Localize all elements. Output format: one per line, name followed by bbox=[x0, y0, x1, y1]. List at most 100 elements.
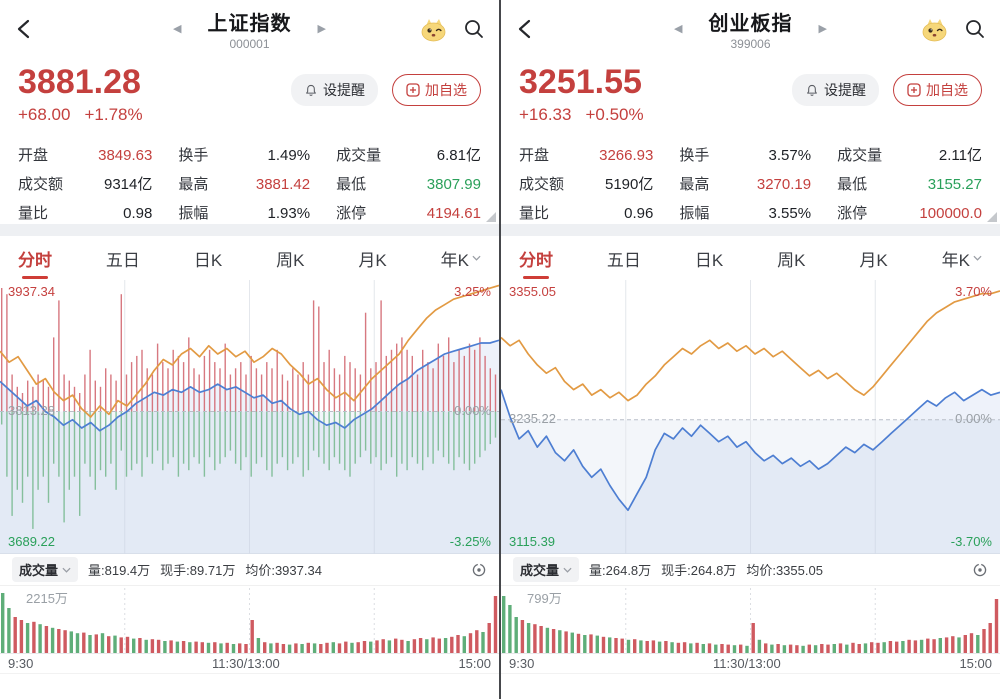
stat-value: 3881.42 bbox=[255, 176, 311, 193]
settings-icon[interactable] bbox=[972, 562, 988, 578]
mascot-icon[interactable] bbox=[921, 17, 948, 42]
stat-item: 成交额 5190亿 bbox=[519, 173, 653, 194]
tab-label: 五日 bbox=[105, 250, 140, 270]
stat-item: 最低 3155.27 bbox=[837, 173, 982, 194]
stat-label: 最高 bbox=[679, 176, 710, 193]
stat-label: 最低 bbox=[336, 176, 367, 193]
volume-legend: 成交量 量:819.4万 现手:89.71万 均价:3937.34 bbox=[0, 554, 499, 586]
legend-volume: 量:819.4万 bbox=[88, 563, 151, 578]
price-change: +16.33 +0.50% bbox=[519, 105, 658, 125]
price-change: +68.00 +1.78% bbox=[18, 105, 157, 125]
tab-label: 年K bbox=[941, 250, 970, 270]
stat-label: 成交额 bbox=[18, 176, 64, 193]
stat-label: 最低 bbox=[837, 176, 868, 193]
search-icon[interactable] bbox=[463, 18, 485, 40]
chart-period-tabs: 分时 五日 日K 周K 月K 年K bbox=[0, 236, 499, 280]
mascot-icon[interactable] bbox=[420, 17, 447, 42]
stat-item: 成交量 6.81亿 bbox=[336, 144, 481, 165]
stat-label: 量比 bbox=[519, 205, 550, 222]
stat-item: 最高 3881.42 bbox=[178, 173, 310, 194]
chevron-down-icon bbox=[472, 255, 481, 261]
stat-value: 0.98 bbox=[123, 205, 153, 222]
tab-月K[interactable]: 月K bbox=[358, 240, 386, 277]
stat-item: 最低 3807.99 bbox=[336, 173, 481, 194]
chart-low-label: 3689.22 bbox=[8, 534, 55, 549]
stat-label: 开盘 bbox=[18, 147, 49, 164]
stat-label: 振幅 bbox=[679, 205, 710, 222]
panel-header: ◀ 上证指数 000001 ▶ bbox=[0, 0, 499, 58]
intraday-chart[interactable]: 3355.05 3.70% 3235.22 0.00% 3115.39 -3.7… bbox=[501, 280, 1000, 554]
time-axis: 9:30 11:30/13:00 15:00 bbox=[501, 654, 1000, 674]
tab-月K[interactable]: 月K bbox=[859, 240, 887, 277]
chart-high-label: 3355.05 bbox=[509, 284, 556, 299]
stat-value: 3155.27 bbox=[927, 176, 982, 193]
expand-stats-handle[interactable] bbox=[987, 212, 997, 222]
chart-period-tabs: 分时 五日 日K 周K 月K 年K bbox=[501, 236, 1000, 280]
add-watchlist-button[interactable]: 加自选 bbox=[392, 74, 481, 106]
chevron-down-icon bbox=[563, 567, 572, 573]
search-icon[interactable] bbox=[964, 18, 986, 40]
page-title: 创业板指 bbox=[708, 13, 793, 35]
volume-max-label: 799万 bbox=[527, 591, 562, 606]
volume-max-label: 2215万 bbox=[26, 591, 68, 606]
tab-日K[interactable]: 日K bbox=[194, 240, 222, 277]
legend-current-hands: 现手:264.8万 bbox=[661, 563, 737, 578]
tab-日K[interactable]: 日K bbox=[695, 240, 723, 277]
stat-label: 成交额 bbox=[519, 176, 565, 193]
current-price: 3881.28 bbox=[18, 63, 141, 101]
chevron-down-icon bbox=[973, 255, 982, 261]
stats-grid: 开盘 3849.63 换手 1.49% 成交量 6.81亿 成交额 9314亿 最高 3881.4… bbox=[0, 136, 499, 224]
panel-chinext-index: ◀ 创业板指 399006 ▶ 3251.55 +16.33 bbox=[501, 0, 1000, 699]
bell-icon bbox=[805, 83, 819, 98]
tab-label: 日K bbox=[193, 250, 223, 270]
next-index-icon[interactable]: ▶ bbox=[317, 22, 326, 35]
tab-分时[interactable]: 分时 bbox=[519, 240, 553, 277]
tab-五日[interactable]: 五日 bbox=[607, 240, 641, 277]
tab-label: 五日 bbox=[606, 250, 641, 270]
stat-value: 3849.63 bbox=[98, 147, 153, 164]
set-alert-button[interactable]: 设提醒 bbox=[792, 74, 879, 106]
intraday-chart[interactable]: 3937.34 3.25% 3813.28 0.00% 3689.22 -3.2… bbox=[0, 280, 499, 554]
stat-item: 开盘 3266.93 bbox=[519, 144, 653, 165]
next-index-icon[interactable]: ▶ bbox=[818, 22, 827, 35]
set-alert-button[interactable]: 设提醒 bbox=[291, 74, 378, 106]
stat-value: 4194.61 bbox=[426, 205, 481, 222]
prev-index-icon[interactable]: ◀ bbox=[674, 22, 683, 35]
plus-box-icon bbox=[406, 83, 420, 97]
stat-value: 6.81亿 bbox=[436, 147, 481, 164]
price-section: 3251.55 +16.33 +0.50% 设提醒 加自选 bbox=[501, 58, 1000, 136]
tab-label: 月K bbox=[859, 250, 888, 270]
stat-item: 振幅 1.93% bbox=[178, 202, 310, 223]
change-pct: +1.78% bbox=[84, 105, 143, 125]
tab-周K[interactable]: 周K bbox=[777, 240, 805, 277]
stat-label: 换手 bbox=[178, 147, 209, 164]
settings-icon[interactable] bbox=[471, 562, 487, 578]
page-title: 上证指数 bbox=[207, 13, 292, 35]
add-watchlist-button[interactable]: 加自选 bbox=[893, 74, 982, 106]
volume-indicator-selector[interactable]: 成交量 bbox=[513, 557, 580, 582]
chevron-down-icon bbox=[62, 567, 71, 573]
stat-label: 换手 bbox=[679, 147, 710, 164]
expand-stats-handle[interactable] bbox=[486, 212, 496, 222]
back-icon[interactable] bbox=[14, 18, 36, 40]
tab-年K[interactable]: 年K bbox=[441, 240, 481, 277]
tab-周K[interactable]: 周K bbox=[276, 240, 304, 277]
volume-indicator-selector[interactable]: 成交量 bbox=[12, 557, 79, 582]
volume-chart[interactable]: 799万 bbox=[501, 586, 1000, 654]
back-icon[interactable] bbox=[515, 18, 537, 40]
stat-value: 3270.19 bbox=[756, 176, 812, 193]
volume-chart[interactable]: 2215万 bbox=[0, 586, 499, 654]
stat-value: 3266.93 bbox=[599, 147, 654, 164]
chart-low-pct-label: -3.70% bbox=[950, 534, 992, 549]
tab-分时[interactable]: 分时 bbox=[18, 240, 52, 277]
change-pct: +0.50% bbox=[585, 105, 644, 125]
tab-五日[interactable]: 五日 bbox=[106, 240, 140, 277]
stat-item: 换手 1.49% bbox=[178, 144, 310, 165]
prev-index-icon[interactable]: ◀ bbox=[173, 22, 182, 35]
stat-value: 3807.99 bbox=[426, 176, 481, 193]
price-section: 3881.28 +68.00 +1.78% 设提醒 加自选 bbox=[0, 58, 499, 136]
tab-年K[interactable]: 年K bbox=[942, 240, 982, 277]
chart-high-label: 3937.34 bbox=[8, 284, 55, 299]
time-mid: 11:30/13:00 bbox=[212, 656, 280, 671]
stat-item: 换手 3.57% bbox=[679, 144, 811, 165]
